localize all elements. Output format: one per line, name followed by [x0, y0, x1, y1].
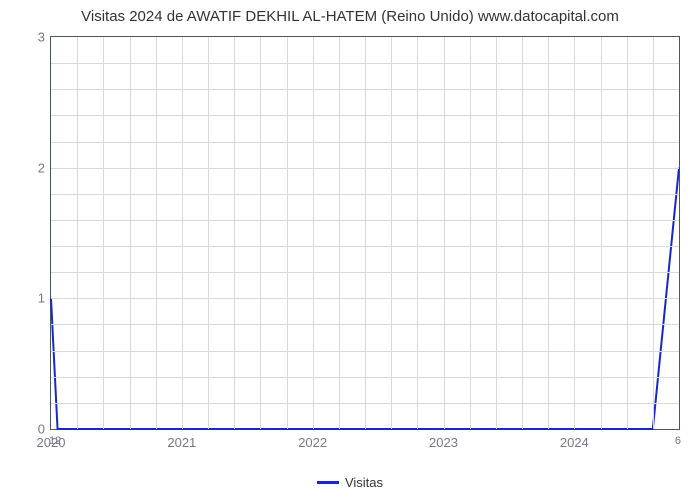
plot-area: 012320202021202220232024126	[50, 36, 680, 430]
grid-line-v-minor	[653, 37, 654, 429]
grid-line-v-minor	[130, 37, 131, 429]
grid-line-v-minor	[522, 37, 523, 429]
grid-line-v-minor	[103, 37, 104, 429]
y-tick-label: 2	[38, 160, 45, 175]
x-tick-label: 2023	[429, 435, 458, 450]
grid-line-v-minor	[287, 37, 288, 429]
grid-line-v-minor	[627, 37, 628, 429]
legend: Visitas	[0, 474, 700, 490]
corner-number: 6	[675, 435, 681, 447]
grid-line-v-minor	[470, 37, 471, 429]
corner-number: 12	[49, 435, 61, 447]
x-tick-label: 2024	[560, 435, 589, 450]
x-tick-label: 2021	[167, 435, 196, 450]
grid-line-v-minor	[234, 37, 235, 429]
legend-label: Visitas	[345, 475, 383, 490]
grid-line-v-minor	[365, 37, 366, 429]
y-tick-label: 1	[38, 291, 45, 306]
grid-line-v-minor	[77, 37, 78, 429]
grid-line-v	[182, 37, 183, 429]
chart-title: Visitas 2024 de AWATIF DEKHIL AL-HATEM (…	[0, 0, 700, 36]
y-tick-label: 3	[38, 30, 45, 45]
grid-line-v-minor	[496, 37, 497, 429]
grid-line-v-minor	[391, 37, 392, 429]
legend-swatch	[317, 481, 339, 484]
grid-line-v-minor	[417, 37, 418, 429]
grid-line-v-minor	[548, 37, 549, 429]
grid-line-v	[313, 37, 314, 429]
line-chart: Visitas 2024 de AWATIF DEKHIL AL-HATEM (…	[0, 0, 700, 500]
x-tick-label: 2022	[298, 435, 327, 450]
grid-line-v	[574, 37, 575, 429]
grid-line-v-minor	[156, 37, 157, 429]
grid-line-v-minor	[601, 37, 602, 429]
grid-line-v	[444, 37, 445, 429]
grid-line-v-minor	[208, 37, 209, 429]
grid-line-v-minor	[260, 37, 261, 429]
grid-line-v-minor	[339, 37, 340, 429]
